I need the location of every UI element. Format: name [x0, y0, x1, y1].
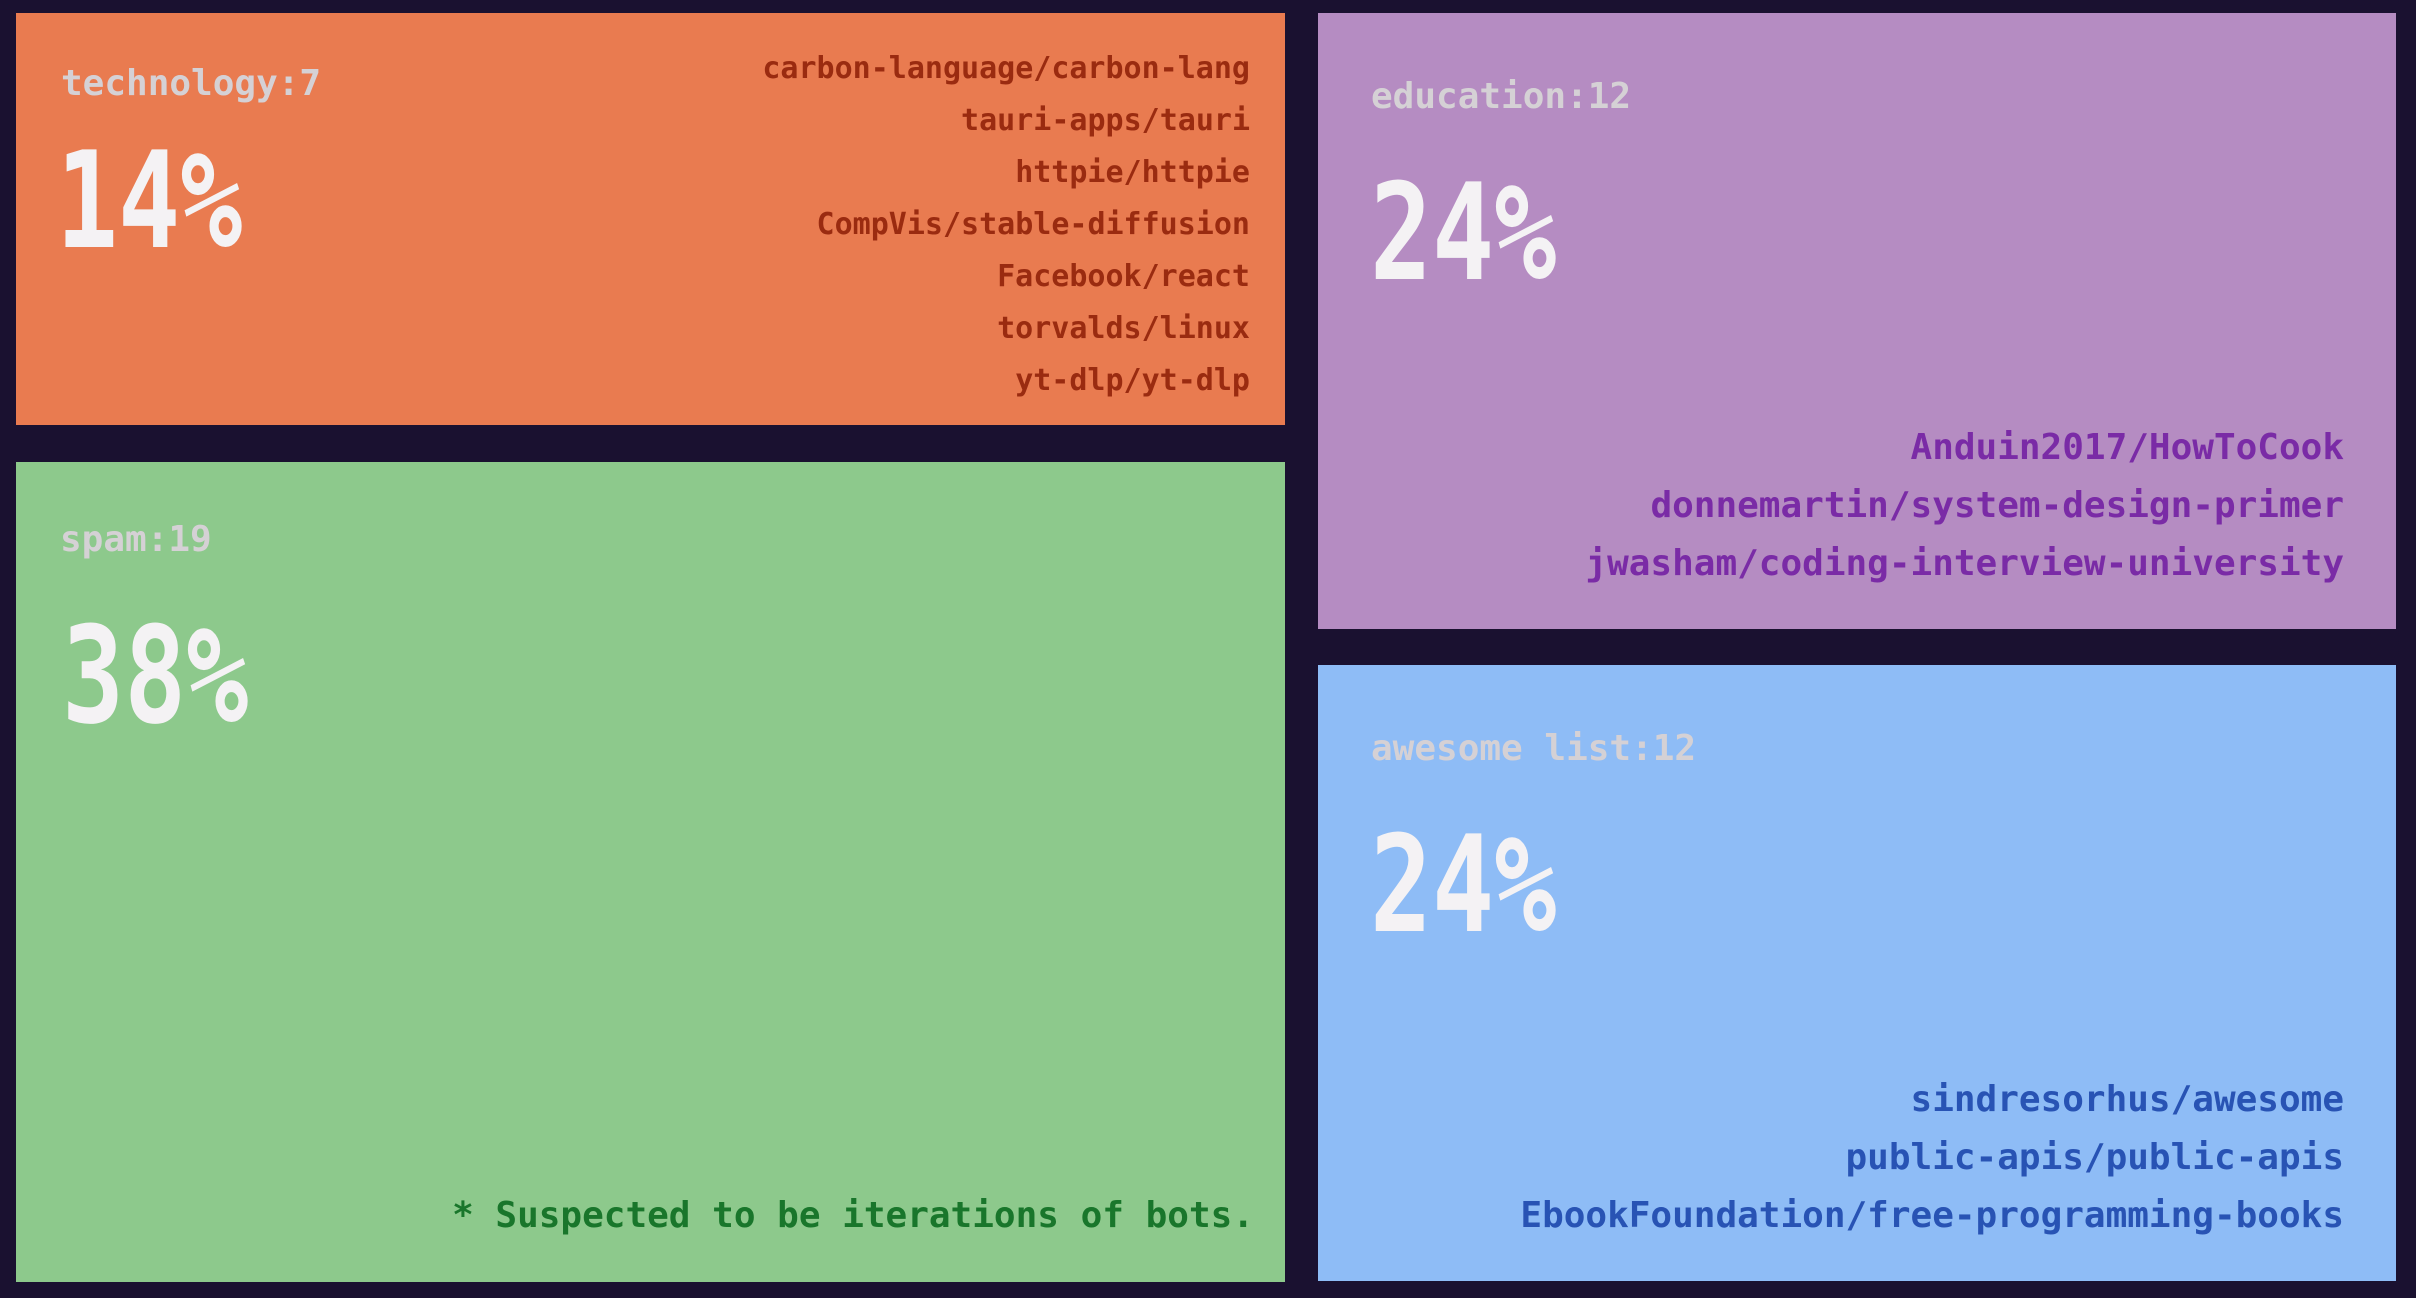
spam-footnote: * Suspected to be iterations of bots.: [452, 1195, 1254, 1236]
cell-category-label: awesome list:12: [1371, 728, 1697, 769]
repo-item: tauri-apps/tauri: [961, 103, 1250, 138]
cell-category-label: education:12: [1371, 76, 1632, 117]
cell-category-label: spam:19: [60, 519, 212, 560]
cell-percent-value: 38%: [62, 598, 249, 754]
repo-item: donnemartin/system-design-primer: [1650, 485, 2344, 526]
cell-percent-value: 24%: [1370, 807, 1557, 963]
repo-item: Facebook/react: [997, 259, 1250, 294]
cell-percent-value: 14%: [56, 123, 243, 279]
treemap-cell-awesome-list[interactable]: awesome list:12 24% sindresorhus/awesome…: [1318, 665, 2396, 1281]
repo-item: EbookFoundation/free-programming-books: [1520, 1195, 2344, 1236]
cell-category-label: technology:7: [61, 63, 322, 104]
treemap-cell-technology[interactable]: technology:7 14% carbon-language/carbon-…: [16, 13, 1285, 425]
repo-item: torvalds/linux: [997, 311, 1250, 346]
cell-repo-list: Anduin2017/HowToCook donnemartin/system-…: [1585, 419, 2344, 593]
cell-percent-value: 24%: [1370, 155, 1557, 311]
cell-repo-list: carbon-language/carbon-lang tauri-apps/t…: [762, 43, 1250, 407]
repo-item: sindresorhus/awesome: [1910, 1079, 2344, 1120]
cell-repo-list: sindresorhus/awesome public-apis/public-…: [1520, 1071, 2344, 1245]
cell-percent: 38%: [62, 609, 304, 743]
repo-item: yt-dlp/yt-dlp: [1015, 363, 1250, 398]
treemap-cell-spam[interactable]: spam:19 38% * Suspected to be iterations…: [16, 462, 1285, 1282]
repo-item: carbon-language/carbon-lang: [762, 51, 1250, 86]
cell-percent: 24%: [1370, 166, 1612, 300]
treemap-cell-education[interactable]: education:12 24% Anduin2017/HowToCook do…: [1318, 13, 2396, 629]
repo-item: public-apis/public-apis: [1845, 1137, 2345, 1178]
cell-percent: 14%: [56, 134, 298, 268]
cell-percent: 24%: [1370, 818, 1612, 952]
repo-item: jwasham/coding-interview-university: [1585, 543, 2344, 584]
repo-item: CompVis/stable-diffusion: [816, 207, 1250, 242]
repo-item: httpie/httpie: [1015, 155, 1250, 190]
repo-item: Anduin2017/HowToCook: [1910, 427, 2344, 468]
